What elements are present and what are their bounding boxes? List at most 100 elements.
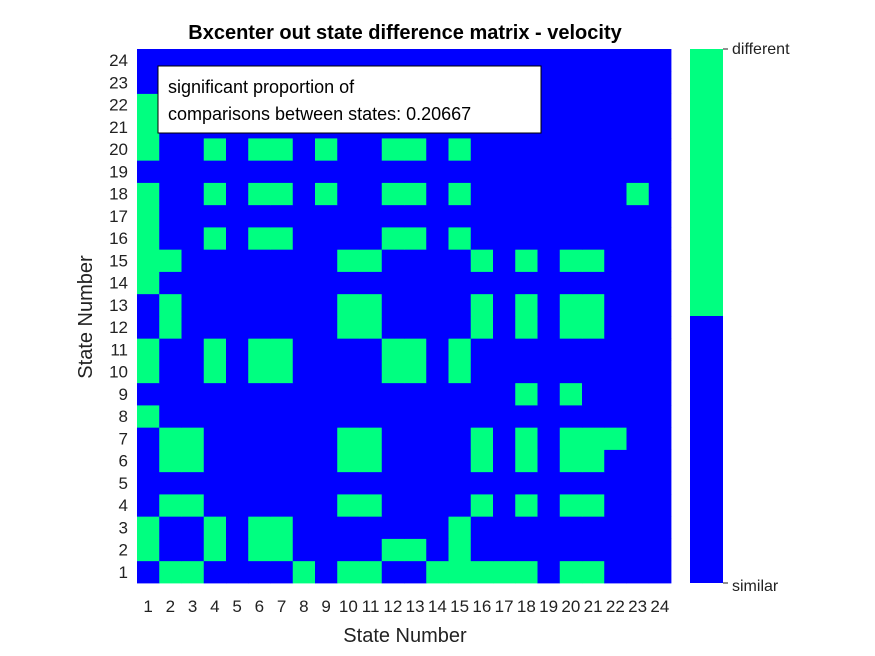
heatmap-cell	[626, 471, 650, 495]
heatmap-cell	[137, 138, 160, 161]
heatmap-cell	[515, 471, 538, 495]
heatmap-cell	[248, 427, 271, 450]
heatmap-cell	[604, 160, 627, 183]
heatmap-cell	[337, 471, 360, 495]
heatmap-cell	[604, 560, 627, 584]
heatmap-cell	[470, 249, 494, 272]
heatmap-cell	[203, 560, 227, 584]
heatmap-cell	[582, 49, 605, 72]
heatmap-cell	[359, 204, 383, 228]
heatmap-cell	[248, 471, 271, 495]
x-tick-label: 17	[495, 597, 514, 616]
heatmap-cell	[181, 293, 205, 317]
annotation-line-2: comparisons between states: 0.20667	[168, 104, 471, 124]
heatmap-cell	[292, 249, 316, 272]
annotation-line-1: significant proportion of	[168, 77, 355, 97]
heatmap-cell	[582, 115, 605, 139]
heatmap-cell	[493, 382, 516, 406]
heatmap-cell	[493, 138, 516, 161]
heatmap-cell	[582, 449, 605, 473]
heatmap-cell	[381, 138, 405, 161]
heatmap-cell	[582, 138, 605, 161]
heatmap-cell	[203, 494, 227, 517]
heatmap-cell	[559, 316, 583, 339]
heatmap-cell	[470, 471, 494, 495]
heatmap-cell	[404, 516, 427, 539]
heatmap-cell	[137, 382, 160, 406]
heatmap-cell	[181, 471, 205, 495]
heatmap-cell	[626, 360, 650, 384]
heatmap-cell	[226, 471, 249, 495]
heatmap-cell	[226, 316, 249, 339]
heatmap-cell	[582, 538, 605, 562]
heatmap-cell	[559, 71, 583, 94]
heatmap-cell	[448, 293, 472, 317]
heatmap-cell	[181, 516, 205, 539]
heatmap-cell	[493, 449, 516, 473]
heatmap-cell	[315, 204, 338, 228]
heatmap-cell	[270, 293, 294, 317]
heatmap-cell	[470, 271, 494, 295]
y-tick-label: 9	[119, 385, 128, 404]
heatmap-cell	[493, 471, 516, 495]
heatmap-cell	[226, 516, 249, 539]
heatmap-cell	[426, 204, 449, 228]
heatmap-cell	[448, 138, 472, 161]
heatmap-cell	[582, 360, 605, 384]
heatmap-cell	[270, 516, 294, 539]
heatmap-cell	[137, 204, 160, 228]
heatmap-cell	[493, 405, 516, 428]
annotation-box: significant proportion of comparisons be…	[157, 65, 542, 134]
heatmap-cell	[381, 227, 405, 250]
heatmap-cell	[537, 471, 561, 495]
heatmap-cell	[381, 471, 405, 495]
heatmap-cell	[315, 227, 338, 250]
x-tick-labels: 1 2 3 4 5 6 7 8 9 10 11 12 13 14 15 16 17 18 19 20 21 22 23 24	[143, 597, 669, 616]
heatmap-cell	[315, 560, 338, 584]
y-tick-label: 20	[109, 140, 128, 159]
heatmap-cell	[537, 138, 561, 161]
heatmap-cell	[582, 516, 605, 539]
heatmap-cell	[448, 160, 472, 183]
heatmap-cell	[426, 182, 449, 206]
heatmap-cell	[359, 405, 383, 428]
heatmap-cell	[537, 293, 561, 317]
heatmap-cell	[181, 560, 205, 584]
heatmap-cell	[315, 516, 338, 539]
heatmap-cell	[626, 227, 650, 250]
heatmap-cell	[404, 160, 427, 183]
heatmap-cell	[604, 204, 627, 228]
heatmap-cell	[315, 494, 338, 517]
heatmap-cell	[537, 93, 561, 117]
heatmap-cell	[404, 360, 427, 384]
colorbar: different similar	[690, 41, 790, 595]
heatmap-cell	[515, 249, 538, 272]
heatmap-cell	[226, 271, 249, 295]
heatmap-cell	[315, 293, 338, 317]
heatmap-cell	[404, 382, 427, 406]
heatmap-cell	[315, 271, 338, 295]
heatmap-cell	[226, 138, 249, 161]
heatmap-cell	[537, 227, 561, 250]
heatmap-cell	[226, 182, 249, 206]
heatmap-cell	[515, 338, 538, 361]
heatmap-cell	[181, 538, 205, 562]
heatmap-cell	[203, 271, 227, 295]
heatmap-cell	[626, 560, 650, 584]
heatmap-cell	[582, 405, 605, 428]
y-tick-label: 13	[109, 296, 128, 315]
heatmap-cell	[648, 338, 672, 361]
heatmap-cell	[493, 360, 516, 384]
heatmap-cell	[470, 182, 494, 206]
heatmap-cell	[381, 182, 405, 206]
heatmap-cell	[448, 227, 472, 250]
heatmap-cell	[626, 204, 650, 228]
heatmap-cell	[359, 182, 383, 206]
heatmap-cell	[292, 516, 316, 539]
heatmap-cell	[270, 382, 294, 406]
heatmap-cell	[448, 405, 472, 428]
heatmap-cell	[292, 316, 316, 339]
heatmap-cell	[404, 449, 427, 473]
heatmap-cell	[248, 560, 271, 584]
heatmap-cell	[537, 160, 561, 183]
